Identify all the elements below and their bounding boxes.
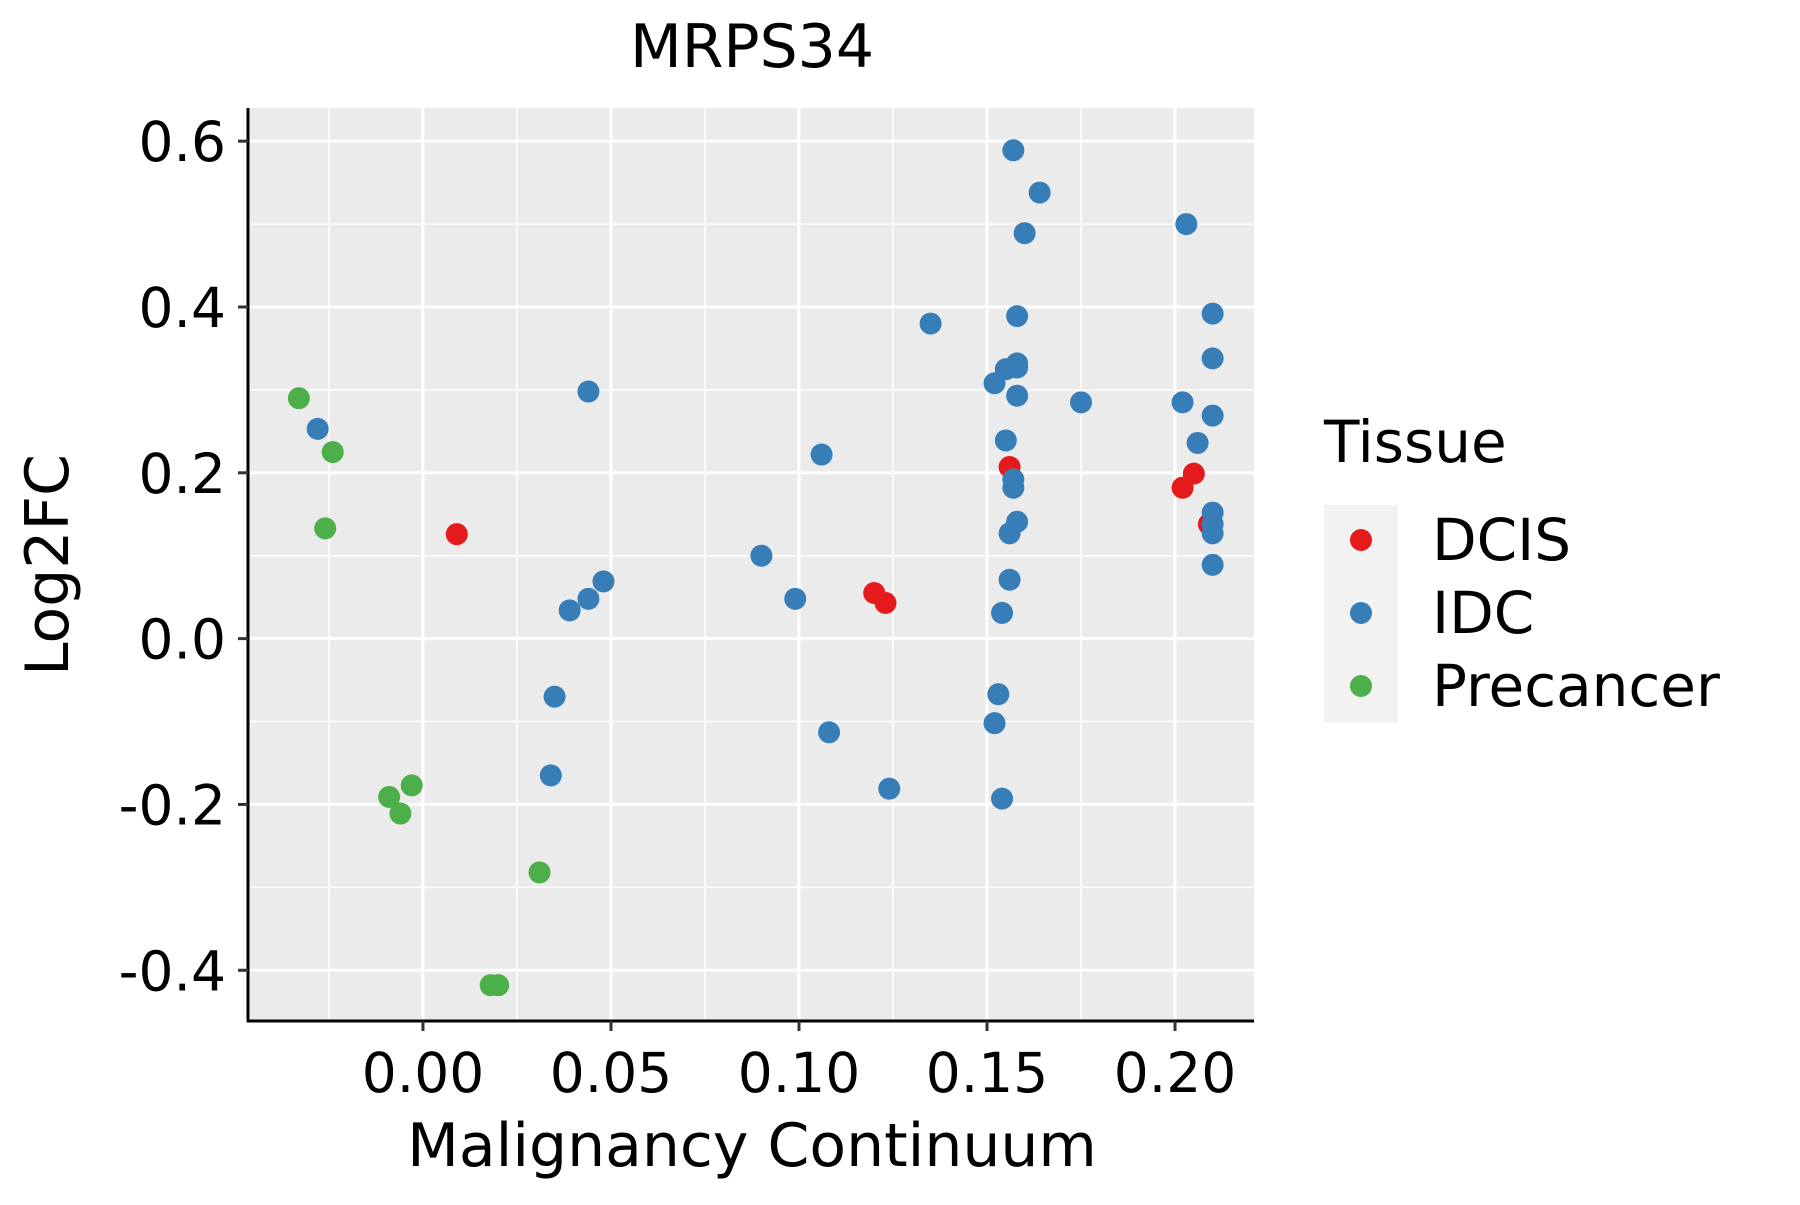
y-axis-label: Log2FC [13, 454, 83, 676]
point-idc [1006, 352, 1029, 375]
point-precancer [528, 861, 551, 884]
point-idc [592, 570, 615, 593]
legend-label-precancer: Precancer [1432, 652, 1720, 720]
point-idc [1171, 391, 1194, 414]
legend-title: Tissue [1323, 408, 1507, 476]
point-idc [1006, 510, 1029, 533]
legend-key-idc [1350, 602, 1372, 624]
point-idc [1070, 391, 1093, 414]
point-idc [539, 764, 562, 787]
point-dcis [874, 591, 897, 614]
point-idc [1028, 181, 1051, 204]
chart-title: MRPS34 [630, 12, 874, 82]
point-idc [1002, 139, 1025, 162]
point-idc [543, 685, 566, 708]
point-precancer [487, 974, 510, 997]
panel-background [250, 108, 1254, 1020]
x-tick-label: 0.15 [926, 1041, 1048, 1105]
point-idc [558, 599, 581, 622]
point-idc [1006, 305, 1029, 328]
legend-key-dcis [1350, 529, 1372, 551]
point-idc [810, 443, 833, 466]
point-idc [1201, 302, 1224, 325]
y-tick-label: 0.0 [139, 608, 226, 672]
point-idc [991, 787, 1014, 810]
point-idc [1006, 384, 1029, 407]
point-idc [750, 544, 773, 567]
point-dcis [1182, 462, 1205, 485]
point-idc [919, 312, 942, 335]
x-axis-label: Malignancy Continuum [407, 1111, 1097, 1181]
point-idc [1186, 431, 1209, 454]
point-idc [998, 568, 1021, 591]
x-tick-label: 0.05 [550, 1041, 672, 1105]
point-idc [1002, 468, 1025, 491]
y-tick-label: 0.6 [139, 110, 226, 174]
x-tick-label: 0.20 [1114, 1041, 1236, 1105]
point-idc [1201, 501, 1224, 524]
point-idc [994, 429, 1017, 452]
point-precancer [400, 774, 423, 797]
y-tick-label: 0.2 [139, 442, 226, 506]
point-precancer [314, 517, 337, 540]
point-dcis [445, 523, 468, 546]
point-idc [983, 712, 1006, 735]
point-idc [577, 587, 600, 610]
point-idc [1201, 404, 1224, 427]
point-idc [991, 601, 1014, 624]
legend-label-idc: IDC [1432, 579, 1534, 647]
x-axis-ticks: 0.00 0.05 0.10 0.15 0.20 [362, 1021, 1236, 1105]
point-idc [784, 587, 807, 610]
point-idc [1201, 347, 1224, 370]
y-tick-label: -0.4 [119, 939, 226, 1003]
y-axis-ticks: -0.4 -0.2 0.0 0.2 0.4 0.6 [119, 110, 248, 1003]
point-idc [1013, 222, 1036, 245]
point-idc [987, 683, 1010, 706]
y-tick-label: -0.2 [119, 773, 226, 837]
point-idc [577, 380, 600, 403]
point-idc [1175, 213, 1198, 236]
minor-gridlines [250, 108, 1254, 1020]
x-tick-label: 0.10 [738, 1041, 860, 1105]
x-tick-label: 0.00 [362, 1041, 484, 1105]
point-precancer [287, 387, 310, 410]
legend-key-precancer [1350, 675, 1372, 697]
data-points [287, 139, 1224, 997]
point-idc [306, 417, 329, 440]
y-tick-label: 0.4 [139, 276, 226, 340]
point-precancer [321, 441, 344, 464]
point-precancer [378, 785, 401, 808]
legend-label-dcis: DCIS [1432, 506, 1571, 574]
major-gridlines [250, 108, 1254, 1020]
point-idc [818, 721, 841, 744]
point-idc [1201, 553, 1224, 576]
point-precancer [389, 802, 412, 825]
point-idc [878, 777, 901, 800]
